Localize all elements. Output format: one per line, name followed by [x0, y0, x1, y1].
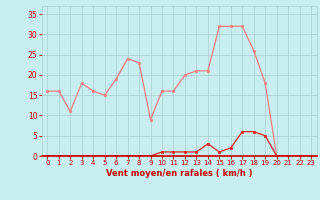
X-axis label: Vent moyen/en rafales ( km/h ): Vent moyen/en rafales ( km/h ): [106, 169, 252, 178]
